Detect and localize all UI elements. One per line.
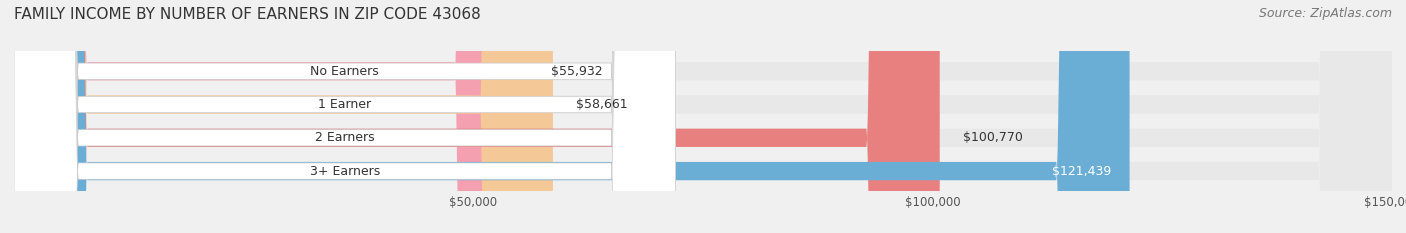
- Text: 1 Earner: 1 Earner: [318, 98, 371, 111]
- FancyBboxPatch shape: [14, 0, 553, 233]
- FancyBboxPatch shape: [14, 0, 1392, 233]
- FancyBboxPatch shape: [14, 0, 1392, 233]
- Text: $55,932: $55,932: [551, 65, 602, 78]
- Text: No Earners: No Earners: [311, 65, 380, 78]
- Text: FAMILY INCOME BY NUMBER OF EARNERS IN ZIP CODE 43068: FAMILY INCOME BY NUMBER OF EARNERS IN ZI…: [14, 7, 481, 22]
- FancyBboxPatch shape: [14, 0, 675, 233]
- FancyBboxPatch shape: [14, 0, 675, 233]
- Text: $121,439: $121,439: [1052, 164, 1111, 178]
- Text: Source: ZipAtlas.com: Source: ZipAtlas.com: [1258, 7, 1392, 20]
- Text: $58,661: $58,661: [576, 98, 627, 111]
- FancyBboxPatch shape: [14, 0, 527, 233]
- FancyBboxPatch shape: [14, 0, 1392, 233]
- Text: $100,770: $100,770: [963, 131, 1022, 144]
- Text: 2 Earners: 2 Earners: [315, 131, 374, 144]
- Text: 3+ Earners: 3+ Earners: [309, 164, 380, 178]
- FancyBboxPatch shape: [14, 0, 939, 233]
- FancyBboxPatch shape: [14, 0, 675, 233]
- FancyBboxPatch shape: [14, 0, 1129, 233]
- FancyBboxPatch shape: [14, 0, 1392, 233]
- FancyBboxPatch shape: [14, 0, 675, 233]
